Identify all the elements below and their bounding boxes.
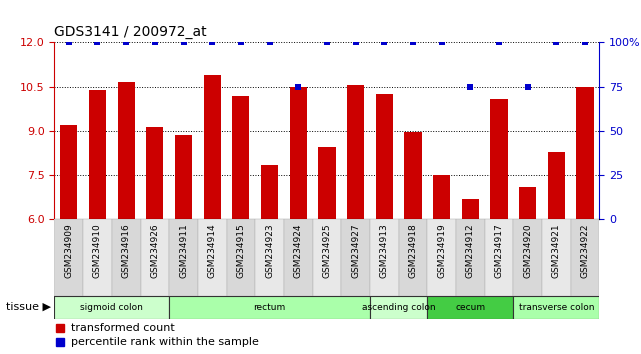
Bar: [313, 219, 341, 296]
Bar: [255, 219, 284, 296]
Text: transverse colon: transverse colon: [519, 303, 594, 312]
Text: tissue ▶: tissue ▶: [6, 302, 51, 312]
Bar: [485, 219, 513, 296]
Bar: [428, 219, 456, 296]
Bar: [54, 219, 83, 296]
Text: GSM234913: GSM234913: [379, 223, 388, 278]
Bar: [513, 296, 599, 319]
Bar: [519, 187, 537, 219]
Bar: [547, 152, 565, 219]
Text: GSM234927: GSM234927: [351, 223, 360, 278]
Bar: [347, 85, 364, 219]
Text: rectum: rectum: [253, 303, 286, 312]
Text: GSM234917: GSM234917: [494, 223, 503, 278]
Bar: [456, 219, 485, 296]
Text: GSM234909: GSM234909: [64, 223, 73, 278]
Text: cecum: cecum: [455, 303, 485, 312]
Bar: [60, 125, 78, 219]
Text: GDS3141 / 200972_at: GDS3141 / 200972_at: [54, 25, 207, 39]
Text: percentile rank within the sample: percentile rank within the sample: [71, 337, 259, 348]
Bar: [232, 96, 249, 219]
Bar: [542, 219, 570, 296]
Bar: [462, 199, 479, 219]
Bar: [89, 90, 106, 219]
Bar: [284, 219, 313, 296]
Bar: [370, 219, 399, 296]
Text: GSM234921: GSM234921: [552, 223, 561, 278]
Bar: [490, 98, 508, 219]
Bar: [428, 296, 513, 319]
Text: GSM234920: GSM234920: [523, 223, 532, 278]
Bar: [198, 219, 226, 296]
Text: ascending colon: ascending colon: [362, 303, 435, 312]
Text: GSM234915: GSM234915: [237, 223, 246, 278]
Bar: [341, 219, 370, 296]
Text: GSM234919: GSM234919: [437, 223, 446, 278]
Bar: [175, 136, 192, 219]
Text: GSM234911: GSM234911: [179, 223, 188, 278]
Text: GSM234914: GSM234914: [208, 223, 217, 278]
Bar: [404, 132, 422, 219]
Bar: [576, 87, 594, 219]
Text: GSM234910: GSM234910: [93, 223, 102, 278]
Bar: [399, 219, 428, 296]
Bar: [83, 219, 112, 296]
Bar: [169, 219, 198, 296]
Text: GSM234925: GSM234925: [322, 223, 331, 278]
Bar: [140, 219, 169, 296]
Text: sigmoid colon: sigmoid colon: [80, 303, 144, 312]
Bar: [261, 165, 278, 219]
Bar: [204, 75, 221, 219]
Bar: [226, 219, 255, 296]
Bar: [112, 219, 140, 296]
Text: GSM234918: GSM234918: [408, 223, 417, 278]
Bar: [376, 94, 393, 219]
Bar: [433, 175, 450, 219]
Text: GSM234926: GSM234926: [151, 223, 160, 278]
Bar: [319, 147, 335, 219]
Text: GSM234922: GSM234922: [581, 223, 590, 278]
Text: GSM234923: GSM234923: [265, 223, 274, 278]
Text: GSM234916: GSM234916: [122, 223, 131, 278]
Bar: [290, 87, 307, 219]
Bar: [146, 127, 163, 219]
Bar: [169, 296, 370, 319]
Text: GSM234924: GSM234924: [294, 223, 303, 278]
Bar: [570, 219, 599, 296]
Bar: [513, 219, 542, 296]
Text: GSM234912: GSM234912: [466, 223, 475, 278]
Bar: [54, 296, 169, 319]
Text: transformed count: transformed count: [71, 323, 174, 333]
Bar: [370, 296, 428, 319]
Bar: [117, 82, 135, 219]
